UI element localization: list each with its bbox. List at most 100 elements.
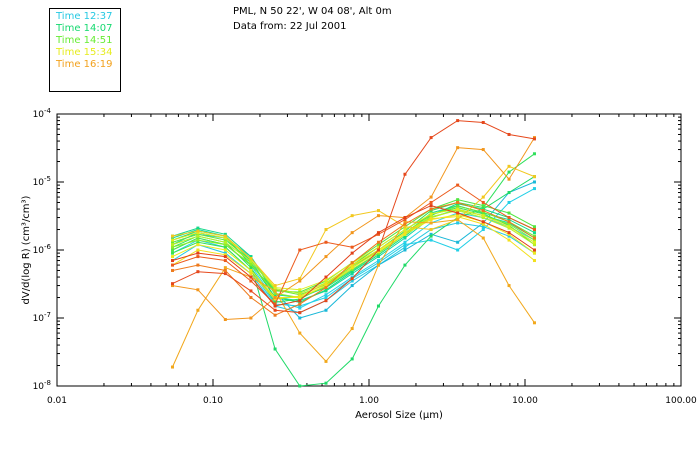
data-point [196, 270, 200, 274]
data-point [376, 245, 380, 249]
data-point [429, 209, 433, 213]
data-point [298, 279, 302, 283]
data-point [481, 200, 485, 204]
data-point [481, 120, 485, 124]
data-point [376, 259, 380, 263]
data-point [196, 308, 200, 312]
data-point [324, 284, 328, 288]
data-point [196, 232, 200, 236]
data-point [298, 291, 302, 295]
data-point [350, 277, 354, 281]
data-point [403, 220, 407, 224]
data-point [223, 268, 227, 272]
data-point [249, 266, 253, 270]
data-point [456, 204, 460, 208]
data-point [429, 234, 433, 238]
data-point [350, 357, 354, 361]
data-point [196, 236, 200, 240]
data-point [403, 243, 407, 247]
data-point [196, 229, 200, 233]
data-point [170, 236, 174, 240]
data-point [196, 238, 200, 242]
data-point [532, 187, 536, 191]
data-point [456, 211, 460, 215]
data-point [376, 232, 380, 236]
data-point [170, 234, 174, 238]
data-point [481, 220, 485, 224]
data-point [350, 214, 354, 218]
data-point [376, 304, 380, 308]
data-point [196, 263, 200, 267]
data-point [532, 259, 536, 263]
data-point [376, 209, 380, 213]
data-point [324, 275, 328, 279]
data-point [249, 272, 253, 276]
data-point [170, 282, 174, 286]
data-point [249, 268, 253, 272]
data-point [456, 209, 460, 213]
data-point [429, 207, 433, 211]
data-point [376, 251, 380, 255]
data-point [196, 240, 200, 244]
data-point [429, 215, 433, 219]
data-point [324, 293, 328, 297]
data-point [324, 308, 328, 312]
location-title: PML, N 50 22', W 04 08', Alt 0m [233, 6, 392, 17]
data-point [532, 238, 536, 242]
data-point [273, 302, 277, 306]
data-point [481, 212, 485, 216]
data-point [481, 204, 485, 208]
data-point [170, 251, 174, 255]
data-point [273, 308, 277, 312]
data-point [481, 209, 485, 213]
data-point [324, 228, 328, 232]
data-point [249, 316, 253, 320]
data-point [223, 232, 227, 236]
data-point [298, 294, 302, 298]
data-point [223, 238, 227, 242]
data-point [507, 222, 511, 226]
data-point [507, 177, 511, 181]
data-point [350, 231, 354, 235]
data-point [403, 234, 407, 238]
data-point [170, 238, 174, 242]
data-point [324, 288, 328, 292]
data-point [429, 221, 433, 225]
data-point [507, 234, 511, 238]
data-point [170, 243, 174, 247]
data-point [403, 236, 407, 240]
series-line-s20 [172, 137, 535, 321]
y-tick-label: 10-8 [33, 379, 51, 392]
x-tick-label: 1.00 [359, 396, 379, 406]
data-point [376, 255, 380, 259]
y-axis-label: dV/d(log R) (cm³/cm³) [21, 195, 32, 304]
date-subtitle: Data from: 22 Jul 2001 [233, 21, 347, 32]
data-point [196, 234, 200, 238]
x-tick-label: 100.00 [665, 396, 697, 406]
data-point [507, 218, 511, 222]
data-point [376, 214, 380, 218]
data-point [456, 240, 460, 244]
data-point [324, 255, 328, 259]
data-point [532, 137, 536, 141]
data-point [507, 211, 511, 215]
data-point [481, 214, 485, 218]
data-point [481, 236, 485, 240]
data-point [324, 240, 328, 244]
data-point [223, 255, 227, 259]
data-point [481, 206, 485, 210]
data-point [350, 251, 354, 255]
data-point [350, 261, 354, 265]
data-point [170, 240, 174, 244]
data-point [170, 255, 174, 259]
data-point [532, 175, 536, 179]
data-point [429, 200, 433, 204]
data-point [481, 228, 485, 232]
data-point [507, 238, 511, 242]
data-point [350, 272, 354, 276]
data-point [532, 240, 536, 244]
data-point [403, 248, 407, 252]
data-point [196, 231, 200, 235]
data-point [456, 248, 460, 252]
